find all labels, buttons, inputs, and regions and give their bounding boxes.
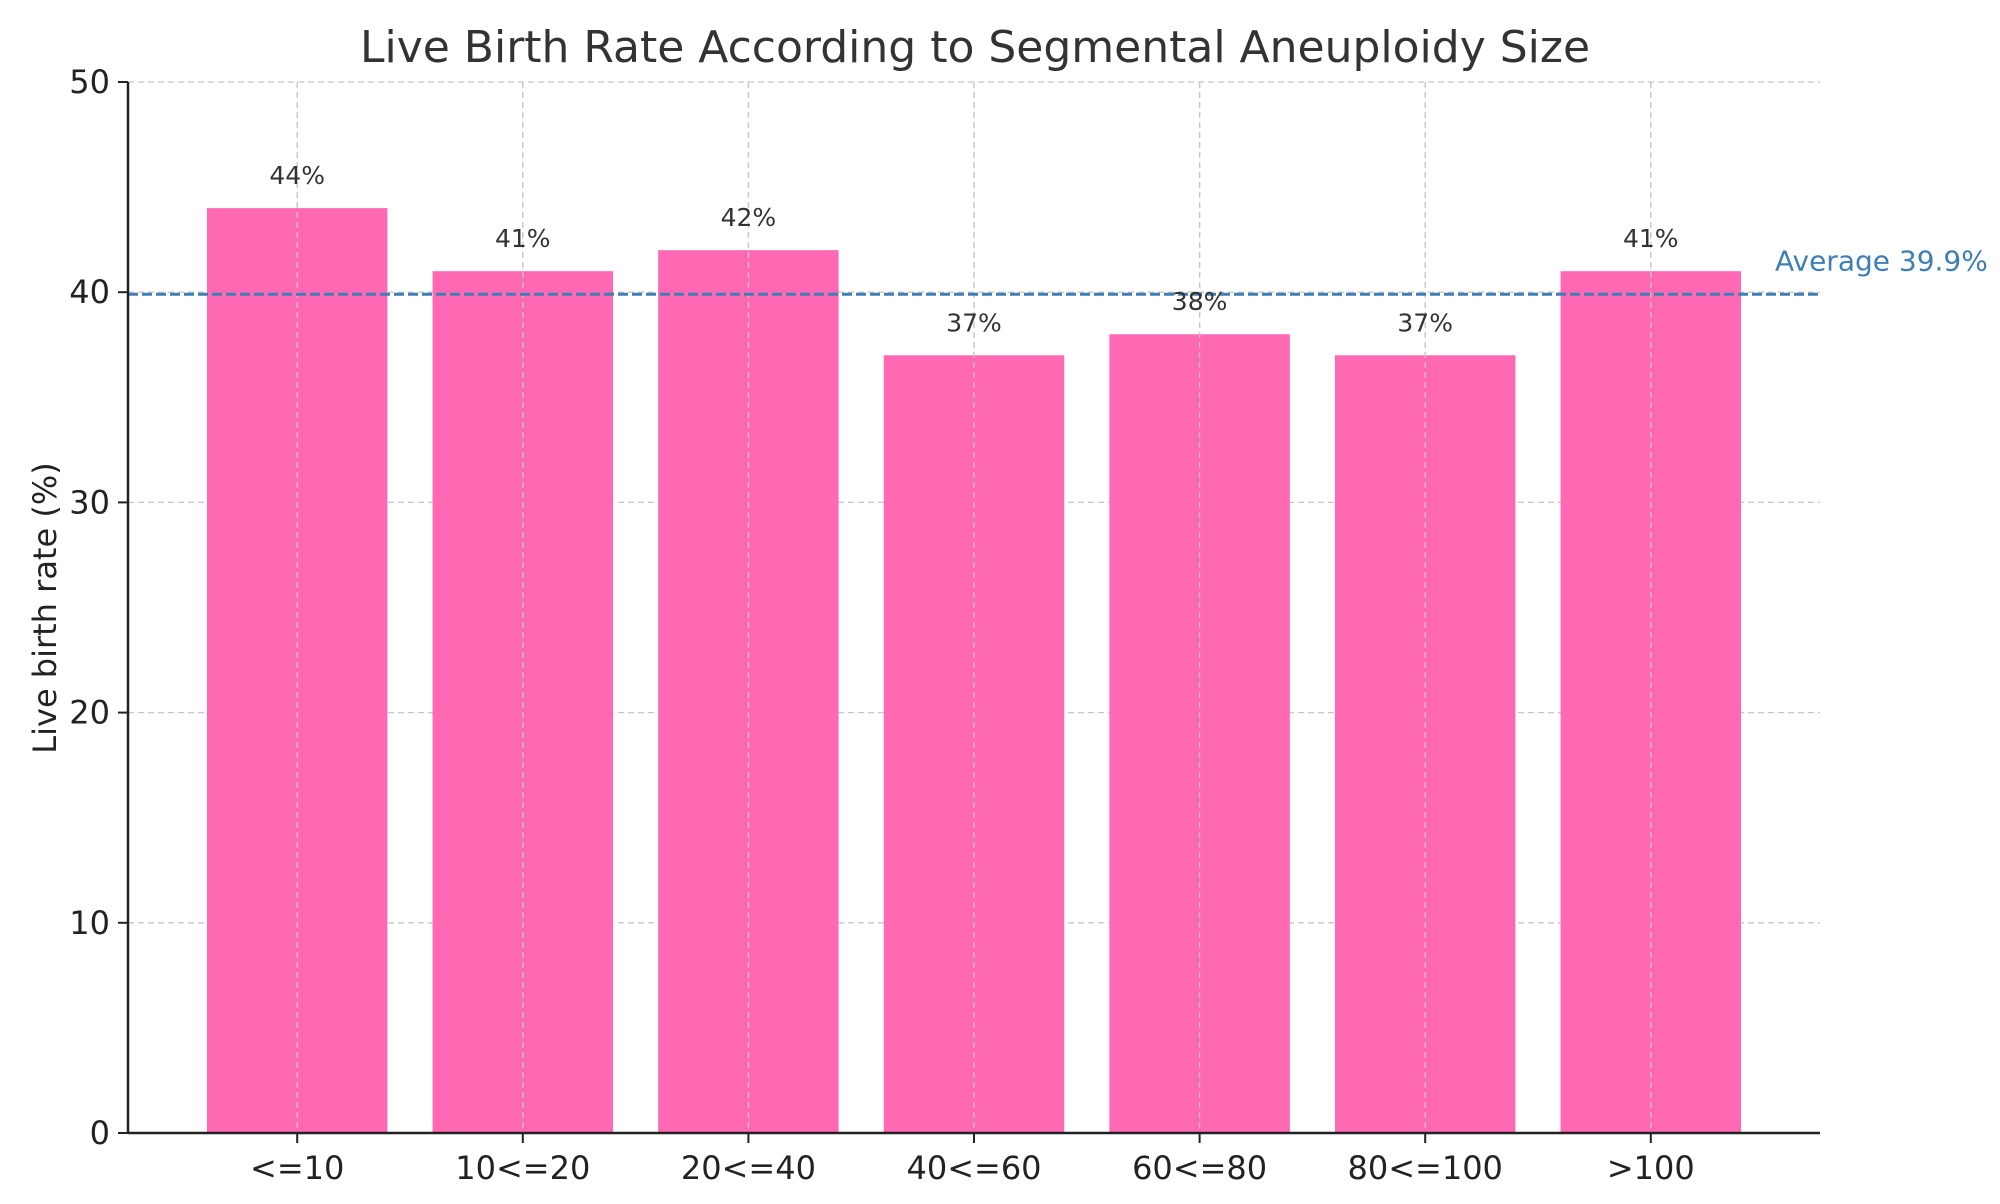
data-label: 42%	[721, 203, 777, 232]
average-reference: Average 39.9%	[128, 244, 1988, 296]
data-label: 41%	[495, 224, 551, 253]
y-axis-label: Live birth rate (%)	[26, 462, 64, 753]
y-tick-label: 30	[69, 483, 110, 521]
y-tick-label: 10	[69, 904, 110, 942]
x-tick-label: <=10	[250, 1149, 344, 1187]
data-label: 44%	[269, 161, 325, 190]
bars	[206, 82, 1742, 1133]
x-tick-label: 80<=100	[1347, 1149, 1502, 1187]
data-label: 38%	[1172, 287, 1228, 316]
x-tick-label: 60<=80	[1132, 1149, 1267, 1187]
x-tick-label: >100	[1607, 1149, 1695, 1187]
data-labels: 44% 41% 42% 37% 38% 37% 41%	[269, 161, 1678, 337]
x-tick-label: 20<=40	[681, 1149, 816, 1187]
chart-title: Live Birth Rate According to Segmental A…	[360, 22, 1590, 73]
x-tick-label: 10<=20	[455, 1149, 590, 1187]
y-tick-label: 40	[69, 273, 110, 311]
average-label: Average 39.9%	[1775, 244, 1988, 277]
data-label: 37%	[946, 308, 1002, 337]
data-label: 41%	[1623, 224, 1679, 253]
data-label: 37%	[1397, 308, 1453, 337]
axes: 0 10 20 30 40 50 <=10 10<=20 20<=40 40<=60 60<=80 8…	[69, 63, 1820, 1187]
y-tick-label: 20	[69, 694, 110, 732]
y-tick-label: 0	[90, 1114, 110, 1152]
x-tick-label: 40<=60	[906, 1149, 1041, 1187]
y-tick-label: 50	[69, 63, 110, 101]
